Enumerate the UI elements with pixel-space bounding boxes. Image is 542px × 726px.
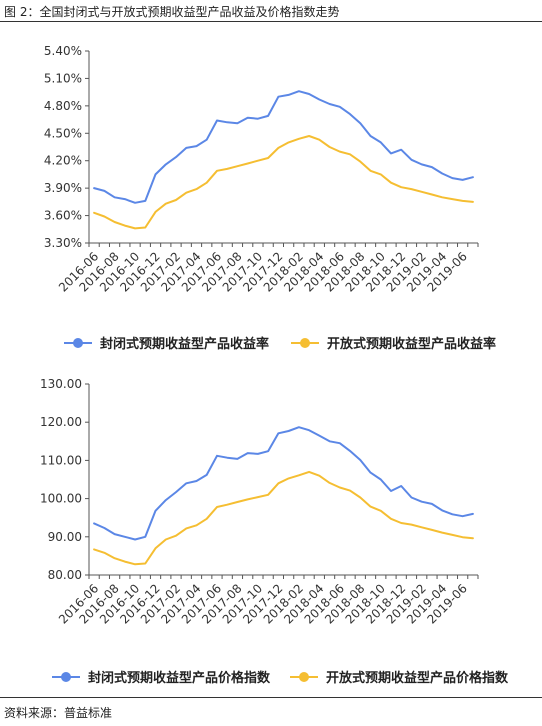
chart-1: 3.30% 3.60% 3.90% 4.20% 4.50% 4.80% 5.10% 5.40%… bbox=[44, 44, 496, 352]
series-line-open bbox=[93, 135, 474, 230]
y-tick-label: 5.40% bbox=[44, 44, 82, 58]
series-line-closed bbox=[93, 90, 474, 204]
y-tick-label: 110.00 bbox=[40, 453, 82, 467]
y-tick-label: 120.00 bbox=[40, 415, 82, 429]
y-tick-label: 3.30% bbox=[44, 236, 82, 250]
legend-marker-icon bbox=[300, 338, 310, 348]
series-line-closed bbox=[93, 426, 474, 541]
y-tick-label: 80.00 bbox=[48, 568, 82, 582]
legend-label: 封闭式预期收益型产品收益率 bbox=[100, 336, 269, 352]
y-tick-label: 3.60% bbox=[44, 209, 82, 223]
top-rule bbox=[0, 21, 542, 22]
y-tick-label: 5.10% bbox=[44, 71, 82, 85]
y-tick-label: 4.20% bbox=[44, 154, 82, 168]
legend-marker-icon bbox=[299, 672, 309, 682]
legend-label: 开放式预期收益型产品价格指数 bbox=[326, 670, 509, 686]
source-note: 资料来源：普益标准 bbox=[4, 706, 113, 720]
legend-marker-icon bbox=[73, 338, 83, 348]
y-tick-label: 4.80% bbox=[44, 99, 82, 113]
y-tick-label: 130.00 bbox=[40, 377, 82, 391]
y-tick-label: 4.50% bbox=[44, 126, 82, 140]
series-line-open bbox=[93, 470, 474, 566]
y-tick-label: 3.90% bbox=[44, 181, 82, 195]
legend-label: 开放式预期收益型产品收益率 bbox=[327, 336, 496, 352]
bottom-rule bbox=[0, 697, 542, 698]
legend-marker-icon bbox=[61, 672, 71, 682]
y-tick-label: 100.00 bbox=[40, 492, 82, 506]
chart-2: 80.0090.00100.00110.00120.00130.002016-0… bbox=[40, 377, 509, 686]
y-tick-label: 90.00 bbox=[48, 530, 82, 544]
legend-label: 封闭式预期收益型产品价格指数 bbox=[88, 670, 271, 686]
figure-title: 图 2：全国封闭式与开放式预期收益型产品收益及价格指数走势 bbox=[4, 5, 340, 19]
